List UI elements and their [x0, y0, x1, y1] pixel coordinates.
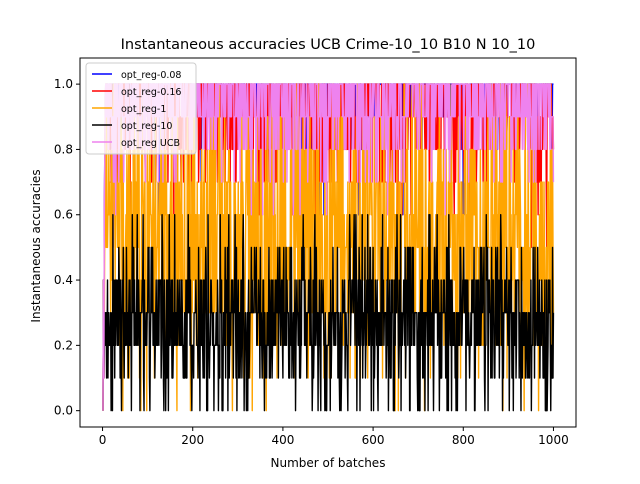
x-axis-label: Number of batches [271, 456, 386, 470]
y-axis-label: Instantaneous accuracies [29, 169, 43, 322]
x-tick-label: 200 [181, 433, 204, 447]
axes-frame [79, 57, 577, 428]
legend: opt_reg-0.08 opt_reg-0.16 opt_reg-1 opt_reg… [85, 62, 197, 155]
x-axis: 0 200 400 600 800 1000 [99, 427, 569, 447]
legend-label: opt_reg-0.16 [121, 87, 181, 98]
legend-box [85, 62, 197, 155]
legend-label: opt_reg-0.08 [121, 70, 181, 81]
y-tick-label: 1.0 [54, 77, 73, 91]
y-tick-label: 0.2 [54, 338, 73, 352]
legend-label: opt_reg-10 [121, 121, 172, 132]
y-tick-label: 0.4 [54, 273, 73, 287]
x-tick-label: 1000 [538, 433, 569, 447]
chart-title: Instantaneous accuracies UCB Crime-10_10… [121, 37, 536, 53]
y-tick-label: 0.6 [54, 208, 73, 222]
x-tick-label: 600 [362, 433, 385, 447]
legend-label: opt_reg UCB [121, 138, 180, 149]
legend-label: opt_reg-1 [121, 104, 166, 115]
y-axis: 0.0 0.2 0.4 0.6 0.8 1.0 [54, 77, 80, 418]
series-line-opt-reg-10 [102, 214, 555, 412]
y-tick-label: 0.0 [54, 404, 73, 418]
y-tick-label: 0.8 [54, 142, 73, 156]
x-tick-label: 0 [99, 433, 107, 447]
x-tick-label: 800 [452, 433, 475, 447]
x-tick-label: 400 [271, 433, 294, 447]
